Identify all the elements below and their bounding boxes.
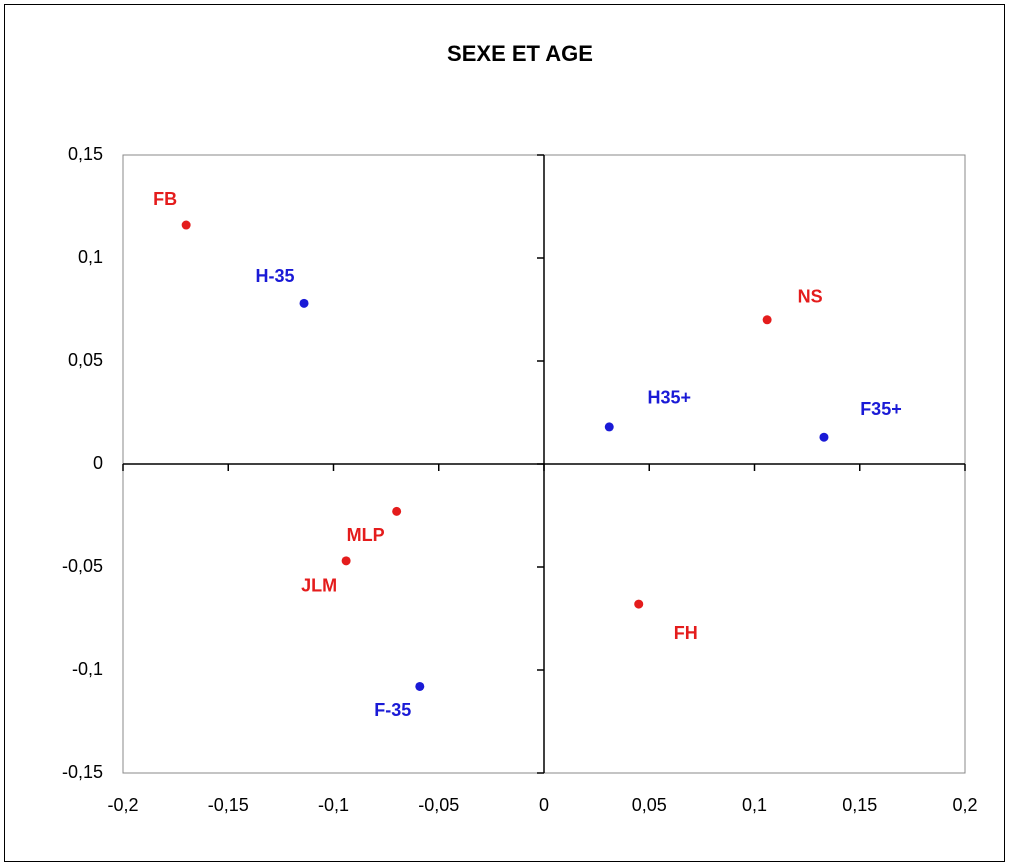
y-tick-label: 0,1 — [78, 247, 103, 267]
point-label: H-35 — [256, 266, 295, 286]
point-label: FB — [153, 189, 177, 209]
point — [762, 315, 772, 325]
point — [604, 422, 614, 432]
x-tick-label: -0,1 — [318, 795, 349, 815]
y-tick-label: -0,05 — [62, 556, 103, 576]
point — [392, 506, 402, 516]
point-label: FH — [674, 623, 698, 643]
point-label: F-35 — [374, 700, 411, 720]
point — [415, 681, 425, 691]
x-tick-label: -0,15 — [208, 795, 249, 815]
x-tick-label: -0,2 — [107, 795, 138, 815]
point-label: F35+ — [860, 399, 902, 419]
y-tick-label: 0,05 — [68, 350, 103, 370]
point-label: NS — [798, 287, 823, 307]
point-label: H35+ — [647, 388, 691, 408]
chart-title: SEXE ET AGE — [447, 41, 593, 66]
y-tick-label: 0,15 — [68, 144, 103, 164]
point-label: JLM — [301, 576, 337, 596]
y-tick-label: 0 — [93, 453, 103, 473]
x-tick-label: 0,2 — [952, 795, 977, 815]
x-tick-label: 0,15 — [842, 795, 877, 815]
y-tick-label: -0,15 — [62, 762, 103, 782]
point — [634, 599, 644, 609]
point-label: MLP — [347, 525, 385, 545]
point — [181, 220, 191, 230]
x-tick-label: 0,1 — [742, 795, 767, 815]
frame — [4, 4, 1005, 862]
point — [341, 556, 351, 566]
point — [299, 298, 309, 308]
y-tick-label: -0,1 — [72, 659, 103, 679]
x-tick-label: 0 — [539, 795, 549, 815]
x-tick-label: -0,05 — [418, 795, 459, 815]
point — [819, 432, 829, 442]
x-tick-label: 0,05 — [632, 795, 667, 815]
